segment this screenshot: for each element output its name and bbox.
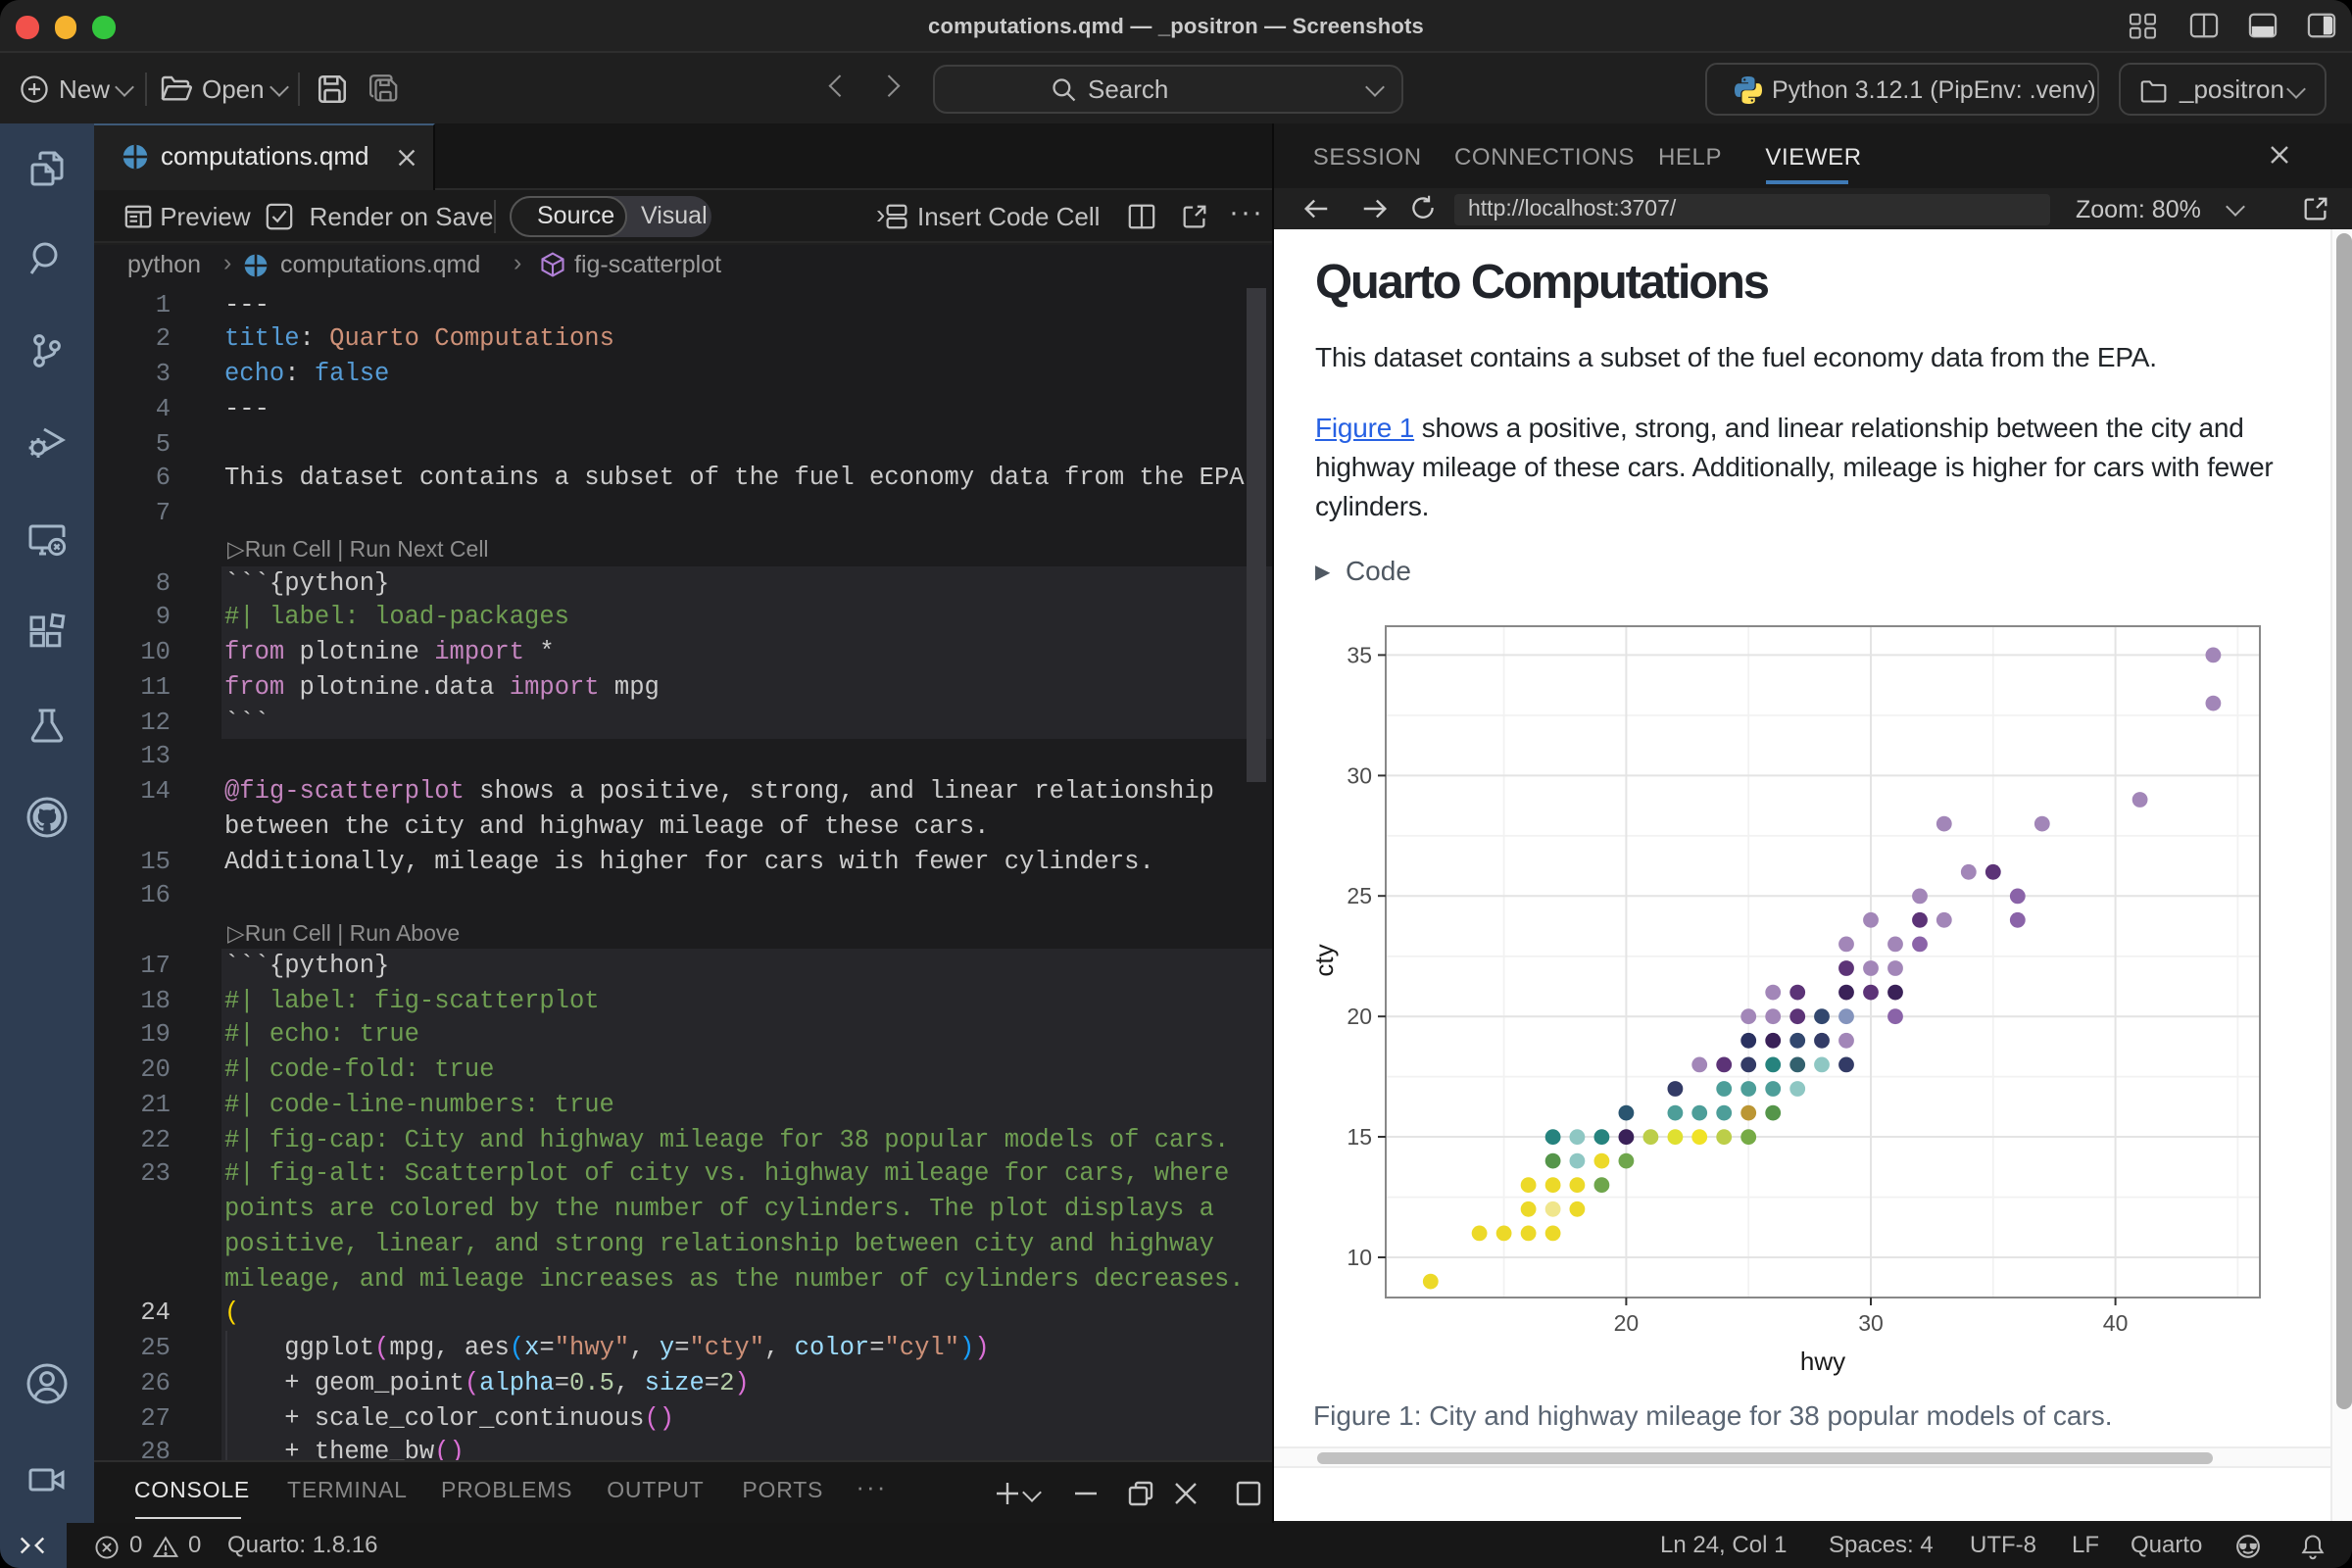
svg-text:30: 30 (1347, 762, 1372, 788)
svg-text:25: 25 (1347, 883, 1372, 908)
svg-text:cty: cty (1309, 944, 1339, 976)
svg-text:15: 15 (1347, 1124, 1372, 1150)
svg-text:hwy: hwy (1800, 1347, 1845, 1376)
svg-text:40: 40 (2103, 1310, 2129, 1336)
svg-text:20: 20 (1347, 1004, 1372, 1029)
svg-text:35: 35 (1347, 642, 1372, 667)
svg-text:30: 30 (1858, 1310, 1884, 1336)
svg-text:10: 10 (1347, 1245, 1372, 1270)
svg-text:20: 20 (1614, 1310, 1640, 1336)
